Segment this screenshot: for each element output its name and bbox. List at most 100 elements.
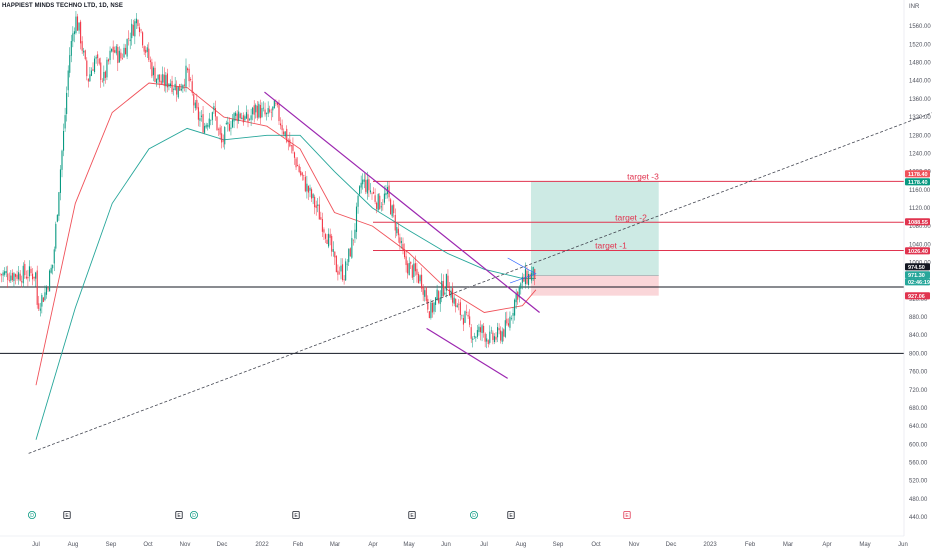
candle <box>66 86 68 122</box>
candle <box>21 275 23 288</box>
candle <box>479 320 482 341</box>
candle <box>351 230 353 259</box>
candle <box>128 30 130 46</box>
candle <box>464 310 466 324</box>
candle <box>50 264 52 274</box>
candle <box>224 126 226 150</box>
candle <box>142 31 144 49</box>
y-tick-label: 720.00 <box>909 388 928 394</box>
candle <box>509 311 511 331</box>
x-tick-label: Feb <box>745 542 756 548</box>
candle <box>355 202 358 240</box>
candle <box>261 102 263 119</box>
candle <box>169 79 172 88</box>
price-tag-2: 1088.55 <box>905 218 930 226</box>
target-labels: target -3 target -2 target -1 <box>595 171 659 250</box>
candle <box>430 299 432 320</box>
candle <box>25 270 27 280</box>
candle <box>343 275 345 285</box>
candle <box>168 83 170 91</box>
candle <box>514 298 516 321</box>
candle <box>228 117 230 132</box>
candle <box>193 91 195 113</box>
candle <box>424 288 426 302</box>
candle <box>324 232 327 243</box>
candle <box>284 131 286 139</box>
candle <box>309 184 311 198</box>
svg-text:E: E <box>294 513 298 519</box>
candle <box>241 112 243 120</box>
trendline-2[interactable] <box>28 112 932 454</box>
candle <box>159 74 161 89</box>
candle <box>447 269 449 289</box>
candle <box>53 246 55 272</box>
profit-zone[interactable] <box>530 181 659 276</box>
event-marker-8[interactable]: E <box>623 511 631 520</box>
candle <box>520 282 522 295</box>
y-tick-label: 1560.00 <box>909 24 931 30</box>
y-tick-label: 1240.00 <box>909 151 931 157</box>
candle <box>515 288 517 309</box>
candle <box>317 197 319 213</box>
x-tick-label: Oct <box>143 542 153 548</box>
candle <box>400 237 402 249</box>
candle <box>472 336 474 348</box>
event-marker-7[interactable]: E <box>507 511 515 520</box>
candle <box>137 19 139 29</box>
candle <box>18 266 20 285</box>
candle <box>397 222 399 243</box>
triangle-pattern[interactable] <box>507 257 537 284</box>
candle <box>16 270 18 281</box>
candle <box>466 304 468 316</box>
candle <box>311 187 313 203</box>
candle <box>526 266 528 285</box>
candle <box>157 74 159 84</box>
x-tick-label: Jun <box>898 542 908 548</box>
event-marker-4[interactable]: E <box>292 511 300 520</box>
candle <box>182 84 184 93</box>
candle <box>421 267 423 292</box>
event-marker-5[interactable]: E <box>408 511 416 520</box>
candle <box>532 266 534 282</box>
candle <box>363 173 365 189</box>
y-tick-label: 800.00 <box>909 351 928 357</box>
candle <box>486 333 488 349</box>
candle <box>196 93 198 111</box>
candle <box>331 233 333 257</box>
candle <box>312 193 314 205</box>
candle <box>439 290 441 312</box>
y-tick-label: 1440.00 <box>909 79 931 85</box>
candle <box>83 47 85 56</box>
candle <box>109 46 111 65</box>
event-marker-1[interactable]: E <box>63 511 71 520</box>
candle <box>436 284 438 301</box>
candle <box>349 247 351 257</box>
candle <box>280 117 282 130</box>
time-axis: Jul Aug Sep Oct Nov Dec 2022 Feb Mar Apr May Jun Jul… <box>0 535 908 548</box>
x-tick-label: May <box>859 542 870 548</box>
candle <box>459 299 461 321</box>
event-marker-3[interactable]: D <box>189 510 198 519</box>
candle <box>489 325 491 345</box>
candle <box>143 45 145 55</box>
candle <box>431 300 433 318</box>
candle <box>19 270 21 282</box>
loss-zone[interactable] <box>530 275 659 296</box>
candle <box>112 40 114 60</box>
candle <box>404 243 406 260</box>
candle <box>503 328 505 342</box>
candle <box>453 294 455 307</box>
candle <box>160 74 162 85</box>
candle <box>461 314 463 320</box>
event-marker-2[interactable]: E <box>175 511 183 520</box>
trendline-0[interactable] <box>264 91 540 313</box>
candle <box>204 122 206 135</box>
x-tick-label: Nov <box>180 542 191 548</box>
candle <box>36 265 38 309</box>
trendline-1[interactable] <box>426 327 508 379</box>
price-tag-3: 1026.40 <box>905 247 930 255</box>
event-marker-6[interactable]: D <box>469 510 478 519</box>
candle <box>111 48 113 53</box>
event-marker-0[interactable]: D <box>27 510 36 519</box>
